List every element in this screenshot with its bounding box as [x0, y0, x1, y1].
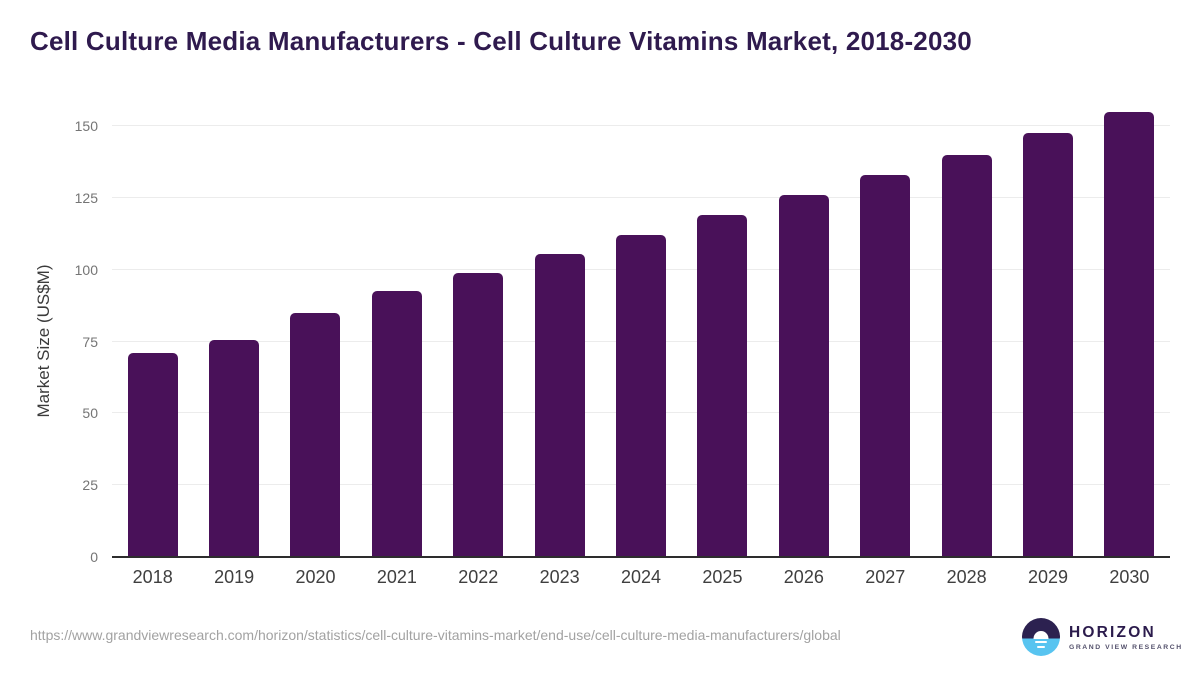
logo-title: HORIZON — [1069, 623, 1156, 641]
x-axis-line — [112, 556, 1170, 558]
x-label-2025: 2025 — [702, 567, 743, 587]
x-label-2024: 2024 — [621, 567, 662, 587]
x-label-2027: 2027 — [865, 567, 906, 587]
bar-2025[interactable] — [697, 215, 748, 557]
y-tick-label-0: 0 — [90, 549, 98, 565]
y-tick-label-25: 25 — [82, 477, 98, 494]
bar-slot-2019 — [193, 126, 274, 557]
bar-2026[interactable] — [778, 194, 829, 557]
x-label-2026: 2026 — [783, 567, 824, 587]
y-tick-label-100: 100 — [74, 261, 98, 278]
gridline-125 — [112, 196, 1170, 198]
x-label-2022: 2022 — [458, 567, 499, 587]
sun-reflection-line — [1037, 645, 1045, 649]
bar-2024[interactable] — [616, 235, 667, 557]
bar-2028[interactable] — [941, 154, 992, 557]
bar-slot-2029 — [1007, 126, 1088, 557]
bar-slot-2018 — [112, 126, 193, 557]
x-label-2019: 2019 — [214, 567, 255, 587]
x-label-2028: 2028 — [946, 567, 987, 587]
y-axis-ticks: 0 25 50 75 100 125 150 — [0, 118, 112, 565]
bar-slot-2020 — [275, 126, 356, 557]
x-axis-labels: 2018 2019 2020 2021 2022 2023 2024 2025 2026 2027… — [112, 567, 1170, 588]
bar-slot-2026 — [763, 126, 844, 557]
logo-subtitle: GRAND VIEW RESEARCH — [1069, 643, 1183, 651]
gridline-150 — [112, 125, 1170, 126]
bar-2022[interactable] — [453, 272, 504, 557]
x-label-2023: 2023 — [539, 567, 580, 587]
horizon-logo-text: HORIZON GRAND VIEW RESEARCH — [1069, 624, 1183, 651]
x-label-2030: 2030 — [1109, 567, 1150, 587]
bar-2029[interactable] — [1022, 133, 1073, 557]
x-label-2029: 2029 — [1027, 567, 1069, 587]
bar-slot-2021 — [356, 126, 437, 557]
bar-slot-2025 — [682, 126, 763, 557]
y-tick-label-75: 75 — [82, 333, 98, 350]
horizon-logo: HORIZON GRAND VIEW RESEARCH — [1022, 618, 1183, 656]
bar-2018[interactable] — [127, 353, 178, 557]
horizon-logo-icon — [1022, 618, 1060, 656]
bar-2019[interactable] — [209, 340, 260, 557]
x-label-2018: 2018 — [132, 567, 173, 587]
bar-slot-2030 — [1089, 111, 1170, 557]
y-tick-label-125: 125 — [74, 189, 98, 206]
bar-slot-2024 — [600, 126, 681, 557]
bar-slot-2023 — [519, 126, 600, 557]
bar-slot-2027 — [845, 126, 926, 557]
bar-2030[interactable] — [1104, 111, 1155, 557]
bar-2021[interactable] — [371, 291, 422, 557]
bar-2027[interactable] — [860, 174, 911, 557]
page-title: Cell Culture Media Manufacturers - Cell … — [30, 26, 972, 56]
bar-series — [112, 111, 1170, 557]
bar-2023[interactable] — [534, 253, 585, 557]
sun-reflection-line — [1035, 640, 1047, 644]
bar-2020[interactable] — [290, 312, 341, 557]
x-label-2021: 2021 — [376, 567, 417, 587]
source-url: https://www.grandviewresearch.com/horizo… — [30, 627, 841, 643]
x-label-2020: 2020 — [295, 567, 336, 587]
bar-slot-2022 — [438, 126, 519, 557]
y-tick-label-150: 150 — [74, 118, 98, 134]
sun-icon — [1033, 631, 1049, 639]
y-tick-label-50: 50 — [82, 405, 98, 422]
bar-chart-plot-area — [112, 111, 1170, 558]
bar-slot-2028 — [926, 126, 1007, 557]
